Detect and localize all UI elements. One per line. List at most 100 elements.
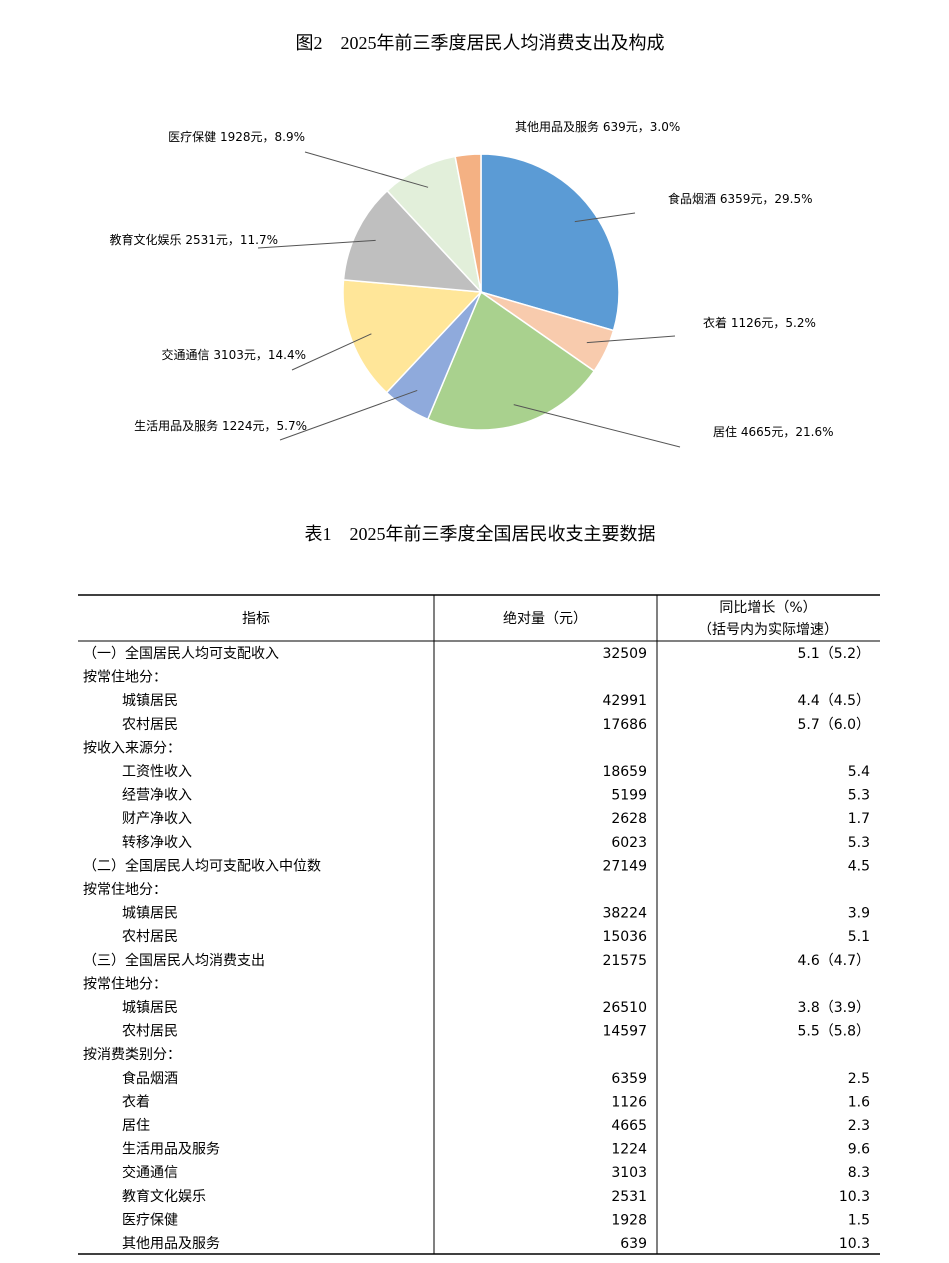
row-label: 居住 [122, 1118, 150, 1134]
leader-line [586, 335, 676, 344]
amount-cell: 1126 [611, 1094, 647, 1110]
row-label: 农村居民 [122, 717, 178, 733]
header-cell: 绝对量（元） [503, 611, 587, 627]
row-label: 按收入来源分： [83, 740, 181, 756]
row-label: 城镇居民 [122, 906, 178, 922]
amount-cell: 18659 [602, 764, 647, 780]
row-label: 教育文化娱乐 [122, 1189, 206, 1205]
slice-category: 其他用品及服务 [515, 119, 599, 134]
slice-value-label: 639元，3.0% [603, 120, 680, 134]
leader-line [291, 333, 372, 371]
row-label: 工资性收入 [122, 764, 192, 780]
slice-value-label: 1928元，8.9% [220, 130, 305, 144]
table-frame [78, 594, 880, 1255]
leader-line [304, 151, 429, 188]
header-cell: 指标 [242, 611, 270, 627]
growth-cell: 5.5（5.8） [797, 1024, 870, 1040]
row-label: 衣着 [122, 1094, 150, 1110]
amount-cell: 21575 [602, 953, 647, 969]
row-label: 转移净收入 [122, 835, 192, 851]
chart-title: 图2 2025年前三季度居民人均消费支出及构成 [296, 33, 665, 53]
amount-cell: 38224 [602, 906, 647, 922]
growth-cell: 5.3 [848, 835, 870, 851]
growth-cell: 8.3 [848, 1165, 870, 1181]
amount-cell: 27149 [602, 858, 647, 874]
row-label: 财产净收入 [122, 811, 192, 827]
growth-cell: 4.4（4.5） [797, 693, 870, 709]
slice-value-label: 3103元，14.4% [213, 348, 306, 362]
row-label: 按消费类别分： [83, 1047, 181, 1063]
amount-cell: 1224 [611, 1142, 647, 1158]
slice-label: 衣着 1126元，5.2% [703, 315, 816, 330]
growth-cell: 5.7（6.0） [797, 717, 870, 733]
row-label: 交通通信 [122, 1164, 178, 1181]
slice-label: 医疗保健 1928元，8.9% [168, 130, 305, 144]
slice-label: 食品烟酒 6359元，29.5% [668, 191, 813, 206]
slice-category: 衣着 [703, 315, 727, 330]
slice-category: 医疗保健 [168, 130, 216, 144]
amount-cell: 2531 [611, 1189, 647, 1205]
growth-cell: 5.1（5.2） [797, 646, 870, 662]
row-label: 城镇居民 [122, 693, 178, 709]
growth-cell: 5.3 [848, 788, 870, 804]
growth-cell: 3.9 [848, 906, 870, 922]
pie-slice [480, 153, 620, 332]
row-label: 农村居民 [122, 929, 178, 945]
row-label: 经营净收入 [122, 788, 192, 804]
row-label: 按常住地分： [83, 976, 167, 992]
pie-slice [426, 290, 596, 431]
amount-cell: 17686 [602, 717, 647, 733]
amount-cell: 42991 [602, 693, 647, 709]
growth-cell: 10.3 [839, 1236, 870, 1252]
amount-cell: 2628 [611, 811, 647, 827]
slice-category: 生活用品及服务 [134, 418, 218, 433]
pie-slice [342, 279, 483, 394]
slice-value-label: 4665元，21.6% [741, 425, 834, 439]
row-label: 按常住地分： [83, 670, 167, 686]
slice-category: 交通通信 [161, 347, 209, 362]
growth-cell: 9.6 [848, 1142, 870, 1158]
leader-line [279, 389, 418, 441]
slice-value-label: 1224元，5.7% [222, 419, 307, 433]
slice-value-label: 2531元，11.7% [185, 233, 278, 247]
leader-line [574, 212, 636, 223]
slice-value-label: 1126元，5.2% [731, 316, 816, 330]
leader-line [513, 404, 681, 448]
growth-cell: 1.7 [848, 811, 870, 827]
slice-label: 居住 4665元，21.6% [713, 425, 834, 439]
growth-cell: 5.4 [848, 764, 870, 780]
row-label: 城镇居民 [122, 1000, 178, 1016]
leader-line [257, 239, 376, 249]
row-label: （一）全国居民人均可支配收入 [83, 645, 279, 662]
amount-cell: 14597 [602, 1024, 647, 1040]
header-cell: 同比增长（%） [719, 600, 816, 616]
amount-cell: 26510 [602, 1000, 647, 1016]
row-label: 医疗保健 [122, 1212, 178, 1228]
row-label: （三）全国居民人均消费支出 [83, 952, 265, 969]
row-label: 农村居民 [122, 1024, 178, 1040]
slice-category: 食品烟酒 [668, 191, 716, 206]
growth-cell: 1.6 [848, 1094, 870, 1110]
amount-cell: 6359 [611, 1071, 647, 1087]
row-label: 食品烟酒 [122, 1070, 178, 1087]
amount-cell: 6023 [611, 835, 647, 851]
amount-cell: 32509 [602, 646, 647, 662]
table-title: 表1 2025年前三季度全国居民收支主要数据 [305, 524, 656, 544]
row-label: （二）全国居民人均可支配收入中位数 [83, 857, 321, 874]
pie-slice [454, 153, 482, 293]
row-label: 生活用品及服务 [122, 1142, 220, 1158]
growth-cell: 3.8（3.9） [797, 1000, 870, 1016]
slice-label: 交通通信 3103元，14.4% [161, 347, 306, 362]
growth-cell: 4.5 [848, 858, 870, 874]
growth-cell: 2.3 [848, 1118, 870, 1134]
header-cell: （括号内为实际增速） [698, 622, 838, 638]
slice-label: 教育文化娱乐 2531元，11.7% [109, 232, 278, 247]
slice-category: 居住 [713, 425, 737, 439]
amount-cell: 1928 [611, 1212, 647, 1228]
pie-slice [342, 189, 483, 293]
amount-cell: 3103 [611, 1165, 647, 1181]
slice-label: 其他用品及服务 639元，3.0% [515, 119, 680, 134]
growth-cell: 4.6（4.7） [797, 953, 870, 969]
amount-cell: 4665 [611, 1118, 647, 1134]
